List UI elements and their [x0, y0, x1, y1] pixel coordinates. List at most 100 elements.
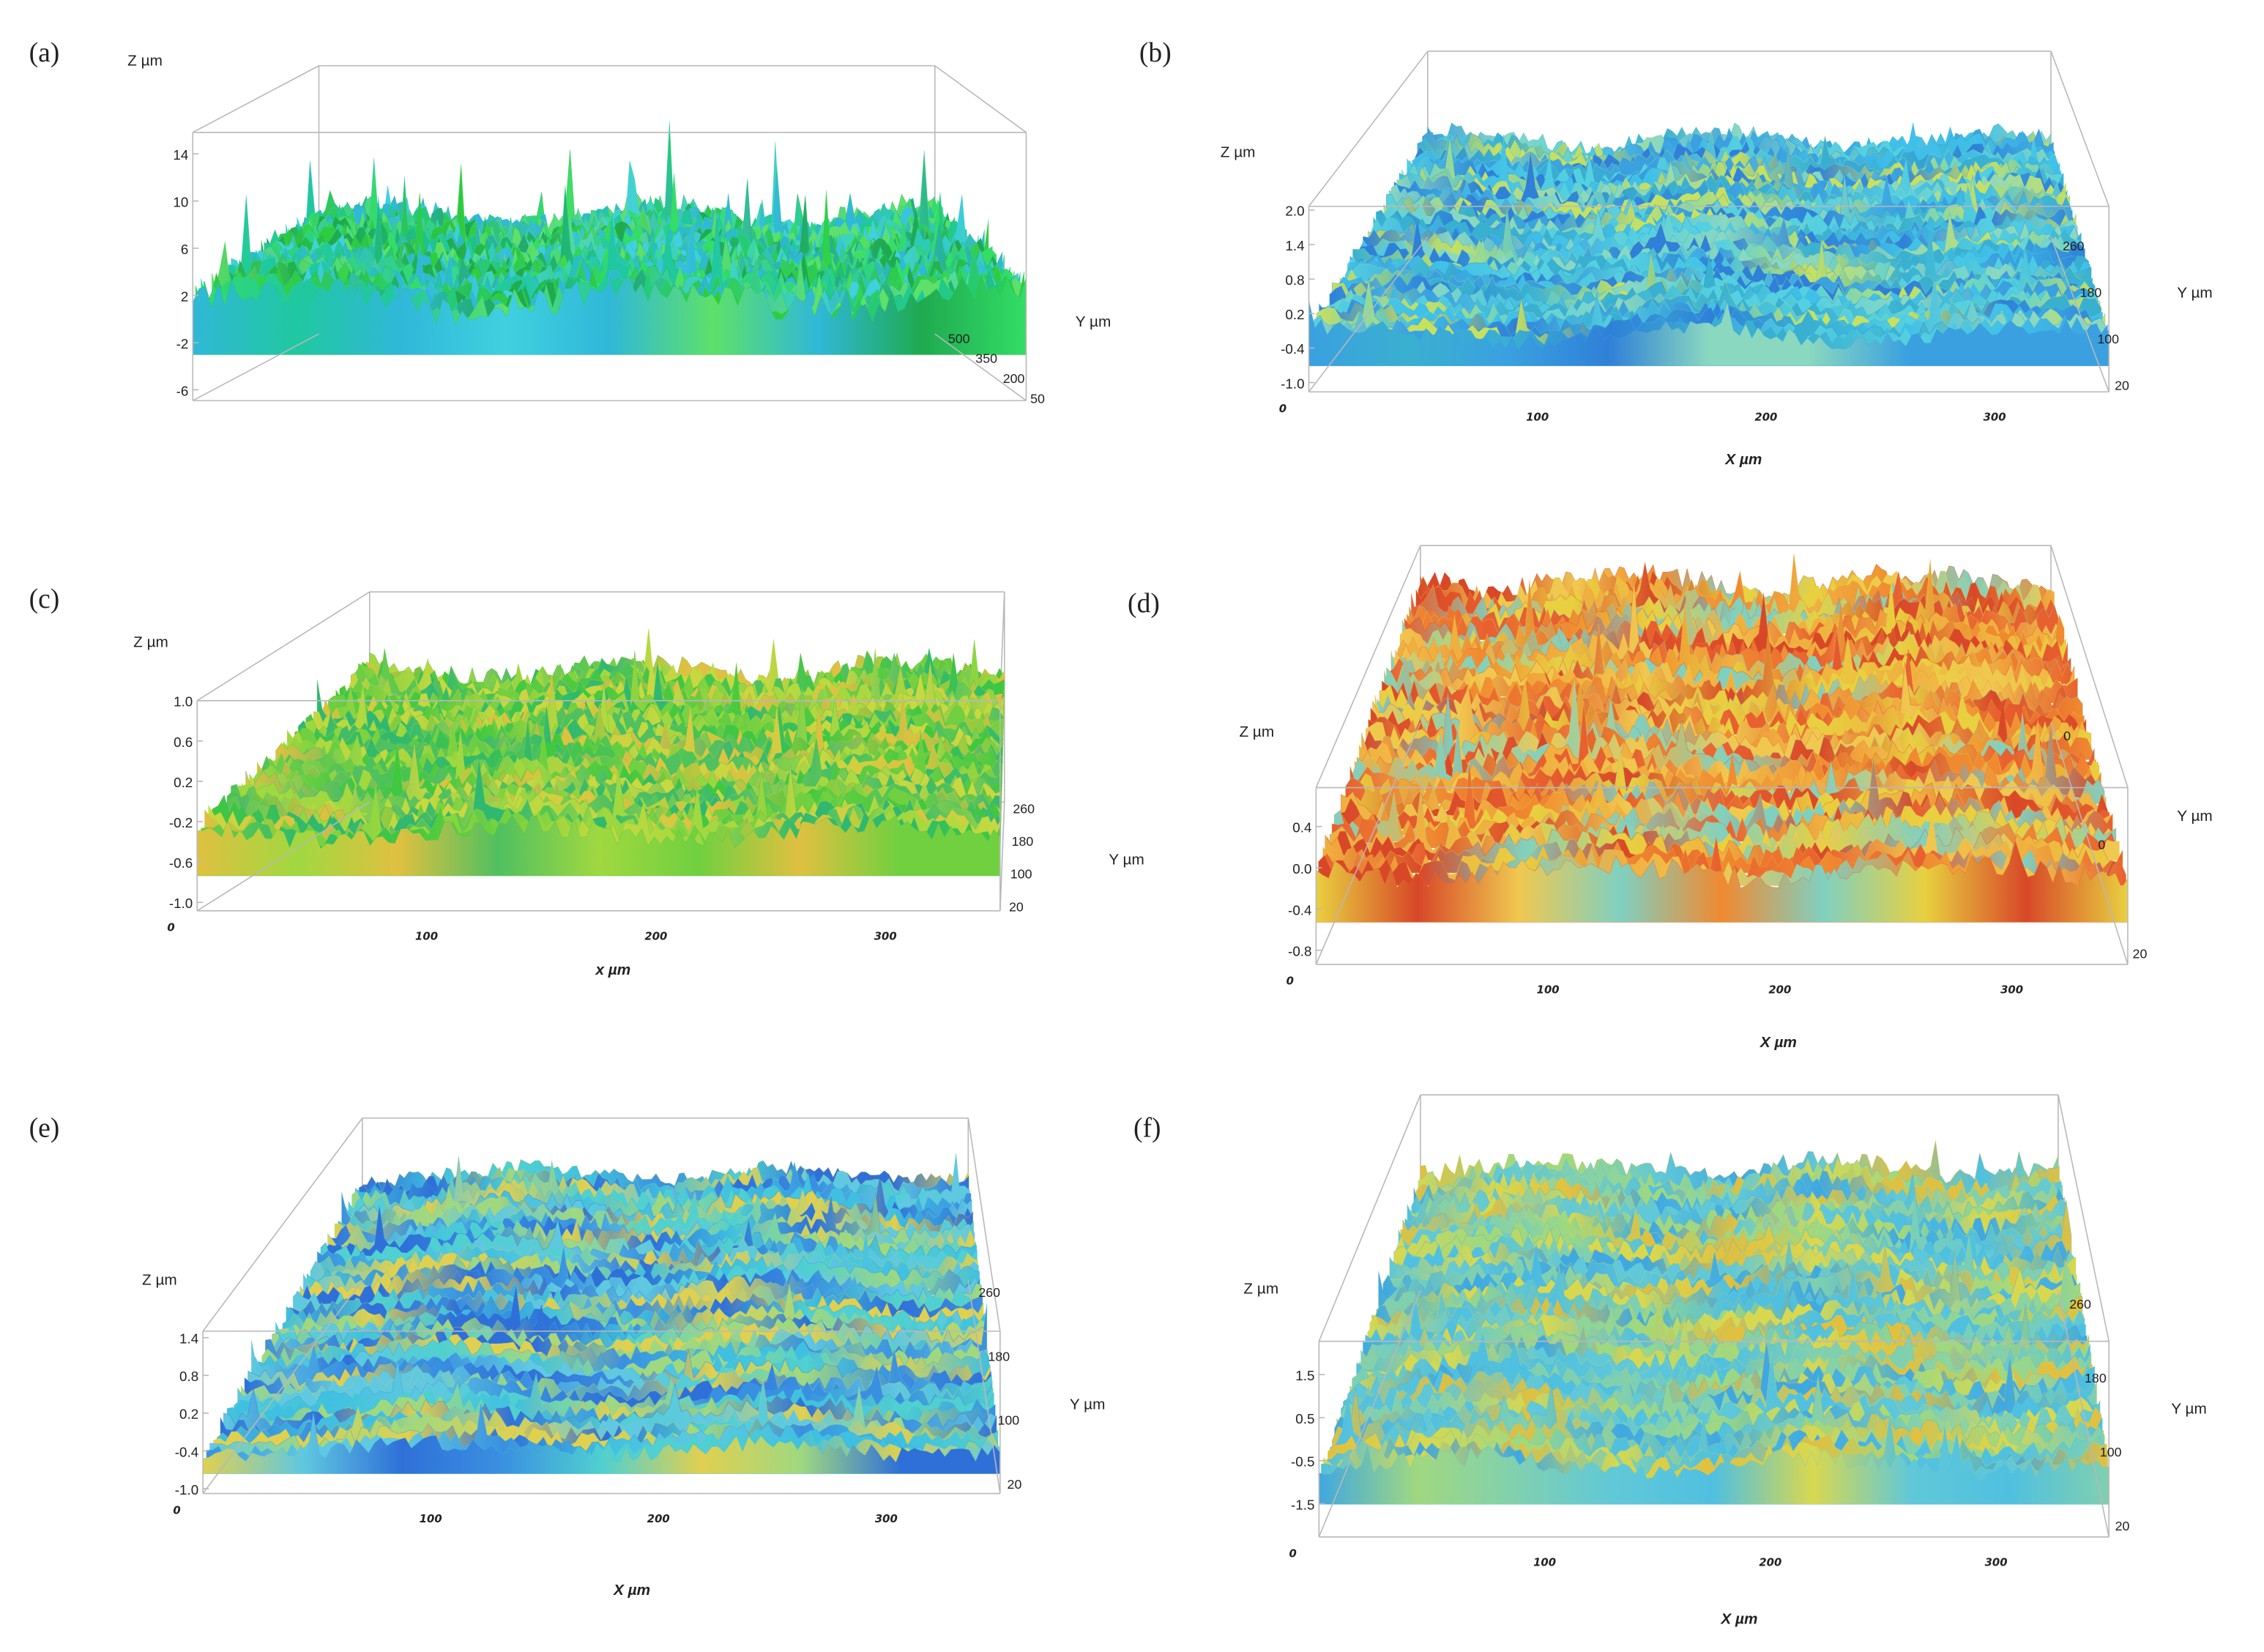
y-tick-label: 20 [2133, 946, 2148, 961]
box-edge [967, 1117, 1001, 1331]
z-tick-label: 0.8 [1285, 272, 1304, 288]
box-edge [1308, 236, 1429, 392]
surface-strip [1334, 253, 2097, 315]
y-tick-label: 100 [2097, 332, 2119, 346]
panel-label: (b) [1139, 37, 1172, 68]
y-tick-label: 20 [1008, 1477, 1022, 1492]
z-tick-label: -0.4 [1281, 341, 1304, 357]
y-axis-label: Y µm [1070, 1396, 1106, 1413]
y-axis-label: Y µm [2177, 808, 2213, 825]
surface-strip [1316, 283, 2106, 344]
x-axis-label: X µm [613, 1582, 650, 1599]
x-tick-label: 100 [420, 1513, 442, 1525]
box-edge [2050, 722, 2129, 965]
x-tick-label: 300 [1985, 1557, 2008, 1569]
z-tick-label: -1.0 [169, 896, 193, 911]
z-tick-label: 0.0 [1292, 861, 1311, 877]
y-tick-label: 260 [1013, 802, 1035, 816]
box-edge [2050, 51, 2110, 207]
z-tick-label: 14 [173, 147, 188, 163]
x-tick-label: 0 [173, 1504, 180, 1517]
z-tick-label: 0.5 [1295, 1411, 1314, 1426]
z-tick-label: -0.6 [169, 855, 193, 871]
box-edge [1318, 1094, 1421, 1342]
y-tick-label: 100 [2100, 1445, 2122, 1459]
box-edge [1318, 1290, 1421, 1538]
y-tick-label: 180 [988, 1349, 1010, 1363]
y-tick-label: 0 [2063, 729, 2071, 743]
z-tick-label: 1.4 [179, 1331, 198, 1347]
z-axis-label: Z µm [133, 634, 168, 651]
z-tick-label: 0.6 [174, 734, 193, 750]
z-tick-label: -0.2 [169, 815, 193, 830]
y-tick-label: 20 [1009, 899, 1024, 914]
z-tick-label: 6 [181, 242, 188, 257]
x-tick-label: 100 [1537, 984, 1560, 997]
z-tick-label: 0.2 [174, 775, 193, 790]
box-edge [1315, 722, 1421, 965]
y-tick-label: 100 [997, 1413, 1019, 1428]
x-tick-label: 100 [1533, 1557, 1556, 1569]
x-tick-label: 200 [647, 1513, 670, 1525]
surface-strip [192, 272, 1027, 355]
box-edge [2050, 545, 2129, 788]
z-tick-label: 0.4 [1292, 820, 1311, 836]
x-tick-label: 300 [875, 1513, 898, 1525]
panel-label: (f) [1133, 1113, 1161, 1144]
x-tick-label: 100 [415, 930, 438, 942]
z-tick-label: -0.8 [1288, 944, 1311, 959]
z-tick-label: -0.4 [1288, 902, 1311, 918]
y-axis-label: Y µm [2171, 1401, 2207, 1418]
z-tick-label: 0.2 [179, 1407, 198, 1422]
x-axis-label: x µm [595, 961, 630, 978]
z-tick-label: 0.8 [179, 1369, 198, 1384]
x-tick-label: 0 [1279, 403, 1286, 415]
y-tick-label: 180 [2085, 1371, 2107, 1385]
z-tick-label: 2.0 [1285, 204, 1304, 219]
z-tick-label: -1.0 [1281, 376, 1304, 391]
box-edge [999, 802, 1005, 911]
panel-label: (e) [29, 1113, 60, 1144]
panel-label: (c) [29, 584, 60, 614]
z-tick-label: -0.5 [1291, 1454, 1314, 1470]
y-tick-label: 20 [2115, 1519, 2130, 1533]
z-tick-label: 1.4 [1285, 238, 1304, 253]
y-axis-label: Y µm [2177, 284, 2213, 301]
x-tick-label: 200 [1768, 984, 1791, 997]
z-tick-label: -0.4 [175, 1444, 198, 1459]
z-axis-label: Z µm [1221, 144, 1256, 160]
surface-strip [202, 1413, 1001, 1474]
box-edge [934, 333, 1027, 401]
x-tick-label: 300 [874, 930, 897, 942]
x-tick-label: 100 [1526, 412, 1549, 424]
surface-strip [1316, 840, 2129, 923]
x-tick-label: 0 [167, 922, 174, 934]
y-tick-label: 500 [948, 331, 970, 346]
box-edge [2058, 1095, 2110, 1342]
y-axis-label: Y µm [1076, 313, 1111, 330]
y-tick-label: 50 [1030, 391, 1045, 406]
x-tick-label: 0 [1286, 975, 1294, 988]
y-tick-label: 20 [2115, 378, 2129, 392]
panel-f: (f) Z µm Y µm X µm 1.5 0.5 -0.5 -1.5 0 100 200 300 2… [1133, 1094, 2207, 1628]
box-edge [1315, 545, 1421, 788]
box-edge [192, 333, 319, 401]
y-tick-label: 180 [2080, 285, 2102, 299]
box-edge [934, 65, 1027, 133]
box-edge [196, 591, 370, 702]
x-axis-label: X µm [1720, 1611, 1757, 1628]
panel-label: (d) [1128, 588, 1160, 619]
x-axis-label: X µm [1724, 451, 1762, 468]
z-tick-label: 0.2 [1285, 307, 1304, 322]
y-tick-label: 260 [978, 1285, 1000, 1300]
box-edge [1308, 51, 1429, 207]
y-tick-label: 350 [975, 351, 997, 366]
x-tick-label: 200 [1754, 412, 1777, 424]
x-tick-label: 200 [1759, 1557, 1781, 1569]
panel-label: (a) [29, 37, 60, 68]
z-tick-label: -1.5 [1291, 1497, 1314, 1512]
y-axis-label: Y µm [1109, 851, 1144, 868]
z-tick-label: -2 [176, 336, 189, 351]
